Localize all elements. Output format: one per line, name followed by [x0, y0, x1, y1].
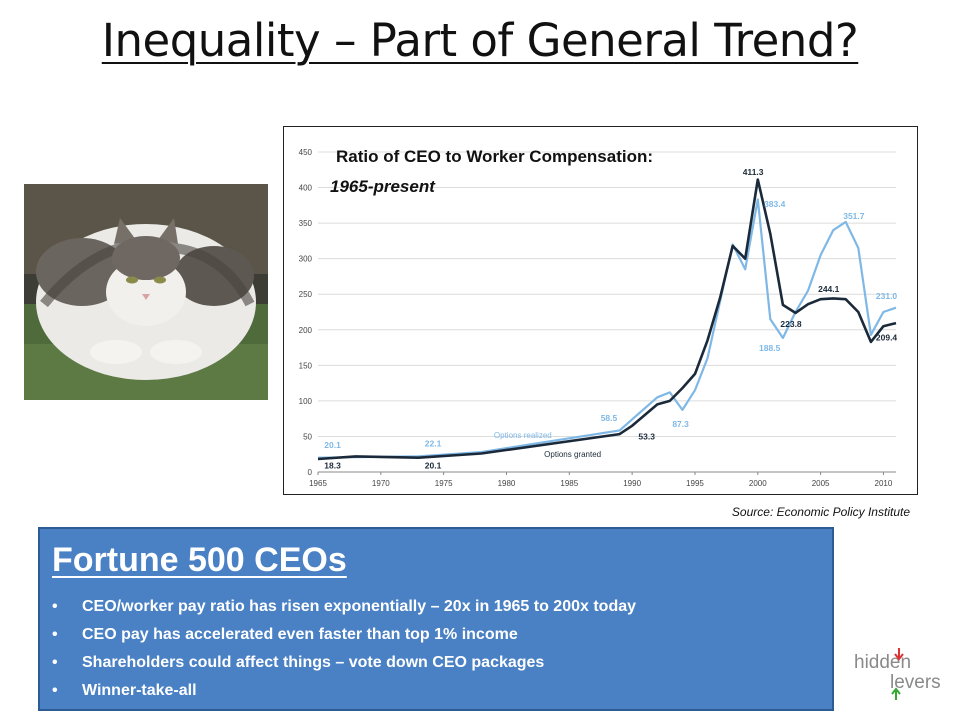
bullet-item: CEO/worker pay ratio has risen exponenti…	[52, 593, 636, 621]
ceo-pay-chart: 0 50 100 150 200 250 300 350 400 450 1965 1970 1975 1…	[283, 126, 918, 495]
x-tick-label: 1970	[372, 479, 390, 488]
data-label: 188.5	[759, 343, 781, 353]
data-label: 223.8	[780, 319, 802, 329]
source-note: Source: Economic Policy Institute	[731, 505, 910, 519]
series-line-realized	[317, 198, 897, 459]
data-label: 87.3	[672, 419, 689, 429]
bullet-item: Shareholders could affect things – vote …	[52, 649, 636, 677]
x-tick-label: 2000	[749, 479, 767, 488]
data-label: 20.1	[324, 440, 341, 450]
data-label: 244.1	[818, 284, 840, 294]
data-label: 383.4	[764, 199, 786, 209]
y-tick-label: 200	[299, 326, 313, 335]
data-label: 58.5	[601, 413, 618, 423]
series-line-granted	[317, 178, 897, 461]
bullet-item: CEO pay has accelerated even faster than…	[52, 621, 636, 649]
y-tick-label: 50	[303, 432, 312, 441]
y-tick-label: 0	[308, 468, 313, 477]
x-tick-label: 1980	[498, 479, 516, 488]
x-tick-label: 1965	[309, 479, 327, 488]
y-tick-label: 400	[299, 184, 313, 193]
bullet-list: CEO/worker pay ratio has risen exponenti…	[40, 593, 636, 705]
data-label: 18.3	[324, 460, 341, 470]
data-label: 22.1	[425, 438, 442, 448]
y-tick-label: 450	[299, 148, 313, 157]
box-title: Fortune 500 CEOs	[52, 541, 347, 579]
bullet-item: Winner-take-all	[52, 677, 636, 705]
y-tick-label: 150	[299, 361, 313, 370]
y-tick-label: 250	[299, 290, 313, 299]
x-tick-label: 1990	[623, 479, 641, 488]
chart-subtitle: 1965-present	[330, 177, 435, 196]
x-tick-label: 2010	[875, 479, 893, 488]
data-label: 209.4	[876, 332, 898, 342]
hiddenlevers-logo: hidden levers	[852, 644, 942, 700]
slide-title: Inequality – Part of General Trend?	[101, 14, 859, 67]
data-label: 20.1	[425, 460, 442, 470]
y-tick-label: 300	[299, 255, 313, 264]
x-tick-label: 1975	[435, 479, 453, 488]
data-label: 351.7	[843, 211, 865, 221]
x-tick-label: 1985	[560, 479, 578, 488]
x-tick-label: 1995	[686, 479, 704, 488]
chart-plot: 0 50 100 150 200 250 300 350 400 450 1965 1970 1975 1…	[299, 148, 898, 488]
data-label: 231.0	[876, 291, 898, 301]
chart-title: Ratio of CEO to Worker Compensation:	[336, 147, 654, 166]
fat-cat-photo	[24, 184, 268, 400]
fortune-500-box: Fortune 500 CEOs CEO/worker pay ratio ha…	[38, 527, 834, 711]
data-label: 411.3	[743, 167, 764, 177]
logo-mark: hidden levers	[854, 648, 941, 700]
x-tick-label: 2005	[812, 479, 830, 488]
svg-text:levers: levers	[890, 672, 941, 693]
y-tick-label: 100	[299, 397, 313, 406]
data-label: 53.3	[638, 431, 655, 441]
series-label: Options granted	[544, 450, 601, 459]
y-tick-label: 350	[299, 219, 313, 228]
cat-illustration	[24, 184, 268, 400]
series-label: Options realized	[494, 431, 552, 440]
